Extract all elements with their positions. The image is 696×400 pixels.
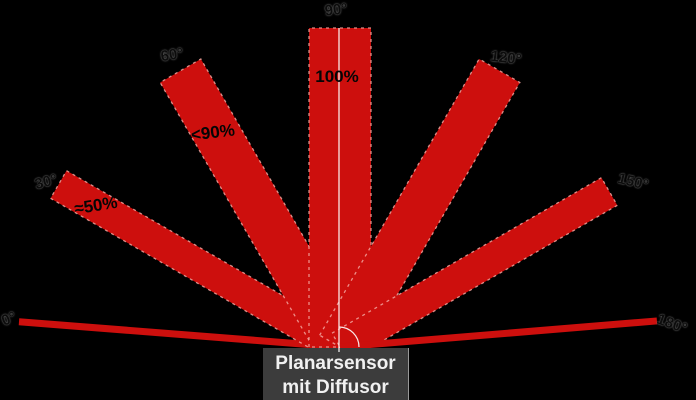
angle-label-120: 120° <box>489 47 523 69</box>
intensity-label-100: 100% <box>315 67 359 86</box>
angle-label-150: 150° <box>615 169 651 195</box>
beam-150deg <box>331 176 619 362</box>
angle-label-30: 30° <box>32 170 60 194</box>
ray-0deg <box>18 318 341 351</box>
beam-120deg <box>318 58 521 360</box>
angle-label-90: 90° <box>323 0 349 20</box>
angle-label-180: 180° <box>654 310 690 338</box>
beam-group <box>18 27 658 362</box>
angle-arc-marker <box>338 326 360 348</box>
ray-180deg <box>339 317 658 351</box>
sensor-label-line2: mit Diffusor <box>282 377 389 398</box>
angle-label-60: 60° <box>159 44 185 66</box>
sensor-label-line1: Planarsensor <box>275 353 396 374</box>
beam-60deg <box>159 58 362 360</box>
sensor-label-box: Planarsensor mit Diffusor <box>263 348 409 400</box>
beam-90deg <box>308 27 372 348</box>
angle-label-0: 0° <box>0 308 19 330</box>
intensity-label-90: <90% <box>189 120 236 145</box>
beam-30deg <box>49 169 349 362</box>
intensity-label-50: ≈50% <box>73 192 119 219</box>
